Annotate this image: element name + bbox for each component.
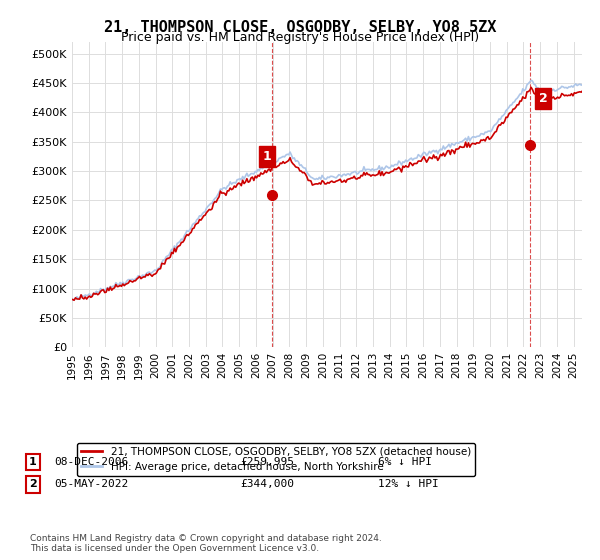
Text: £259,995: £259,995 bbox=[240, 457, 294, 467]
Text: 1: 1 bbox=[263, 150, 271, 163]
Text: 1: 1 bbox=[29, 457, 37, 467]
Text: 08-DEC-2006: 08-DEC-2006 bbox=[54, 457, 128, 467]
Text: Contains HM Land Registry data © Crown copyright and database right 2024.
This d: Contains HM Land Registry data © Crown c… bbox=[30, 534, 382, 553]
Text: 2: 2 bbox=[539, 92, 547, 105]
Text: 21, THOMPSON CLOSE, OSGODBY, SELBY, YO8 5ZX: 21, THOMPSON CLOSE, OSGODBY, SELBY, YO8 … bbox=[104, 20, 496, 35]
Text: 05-MAY-2022: 05-MAY-2022 bbox=[54, 479, 128, 489]
Legend: 21, THOMPSON CLOSE, OSGODBY, SELBY, YO8 5ZX (detached house), HPI: Average price: 21, THOMPSON CLOSE, OSGODBY, SELBY, YO8 … bbox=[77, 443, 475, 476]
Text: £344,000: £344,000 bbox=[240, 479, 294, 489]
Text: 2: 2 bbox=[29, 479, 37, 489]
Text: Price paid vs. HM Land Registry's House Price Index (HPI): Price paid vs. HM Land Registry's House … bbox=[121, 31, 479, 44]
Text: 12% ↓ HPI: 12% ↓ HPI bbox=[378, 479, 439, 489]
Text: 6% ↓ HPI: 6% ↓ HPI bbox=[378, 457, 432, 467]
